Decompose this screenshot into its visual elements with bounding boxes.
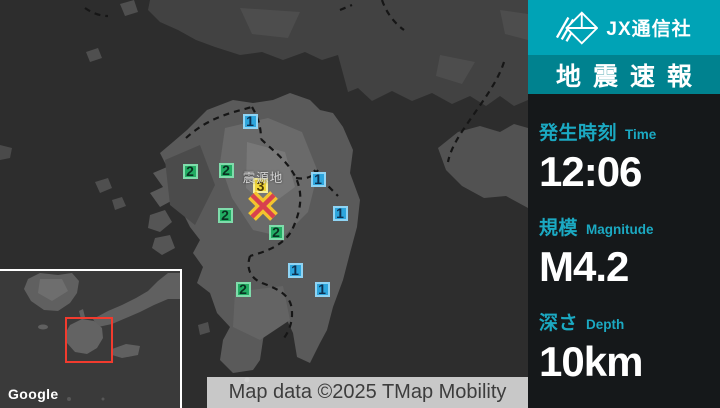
depth-label-jp: 深さ — [539, 313, 579, 334]
time-label-jp: 発生時刻 — [539, 123, 618, 144]
inset-map: Google — [0, 269, 182, 408]
magnitude-label-en: Magnitude — [586, 222, 654, 237]
magnitude-section: 規模 Magnitude M4.2 — [539, 213, 716, 288]
epicenter-intensity-badge: 3 — [253, 178, 268, 193]
intensity-badge: 2 — [182, 163, 198, 179]
honshu-landmass — [148, 0, 528, 106]
inset-highlight-rect — [65, 317, 113, 363]
depth-value: 10km — [539, 338, 643, 385]
prefecture-borders — [84, 0, 506, 339]
brand-header: JX通信社 — [528, 0, 720, 55]
shikoku-landmass — [438, 124, 528, 208]
intensity-badge: 2 — [235, 281, 251, 297]
alert-title: 地震速報 — [555, 62, 704, 91]
inset-map-svg — [0, 271, 180, 408]
intensity-badges: 1 2 2 1 2 1 2 1 2 1 — [182, 113, 348, 297]
google-watermark[interactable]: Google — [8, 386, 59, 402]
depth-label-en: Depth — [586, 317, 625, 332]
time-section: 発生時刻 Time 12:06 — [539, 118, 716, 193]
intensity-badge: 1 — [314, 281, 330, 297]
inset-kyushu — [66, 319, 103, 354]
intensity-badge: 2 — [268, 224, 284, 240]
alert-title-band: 地震速報 — [528, 55, 720, 94]
time-label-en: Time — [625, 127, 657, 142]
intensity-badge: 2 — [218, 162, 234, 178]
map-canvas[interactable]: 1 2 2 1 2 1 2 1 2 1 3 震源地 Map data ©2025 TMap Mob… — [0, 0, 528, 408]
time-value: 12:06 — [539, 148, 642, 195]
info-sidebar: JX通信社 地震速報 発生時刻 Time 12:06 規模 Magnitude … — [528, 0, 720, 408]
intensity-badge: 1 — [310, 171, 326, 187]
intensity-badge: 1 — [287, 262, 303, 278]
jx-logo-icon — [556, 10, 599, 45]
intensity-badge: 1 — [242, 113, 258, 129]
magnitude-value: M4.2 — [539, 243, 629, 290]
epicenter-x-icon — [248, 191, 278, 221]
inset-honshu — [93, 273, 180, 327]
intensity-badge: 2 — [217, 207, 233, 223]
epicenter-label: 震源地 — [242, 171, 284, 185]
inset-shikoku — [112, 344, 140, 358]
depth-section: 深さ Depth 10km — [539, 308, 716, 383]
map-attribution: Map data ©2025 TMap Mobility — [207, 377, 528, 408]
intensity-badge: 1 — [332, 205, 348, 221]
brand-title: JX通信社 — [606, 19, 692, 40]
magnitude-label-jp: 規模 — [539, 218, 579, 239]
